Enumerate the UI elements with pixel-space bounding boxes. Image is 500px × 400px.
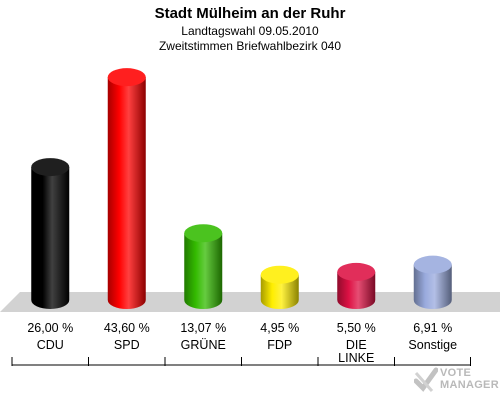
bar-spd — [107, 68, 146, 310]
value-label-gr-ne: 13,07 % — [180, 321, 226, 335]
bar-die-linke — [337, 262, 376, 309]
bar-sonstige — [413, 255, 452, 309]
value-label-fdp: 4,95 % — [260, 321, 299, 335]
category-label-fdp: FDP — [267, 338, 292, 352]
bar-top-sonstige — [413, 255, 452, 274]
logo-text-manager: MANAGER — [440, 379, 499, 391]
category-label-spd: SPD — [114, 338, 140, 352]
checkmark-logo-icon — [414, 367, 438, 392]
vote-manager-logo: VOTE MANAGER — [414, 366, 499, 396]
value-label-cdu: 26,00 % — [27, 321, 73, 335]
category-label-die-linke: LINKE — [338, 351, 374, 365]
bar-top-cdu — [31, 158, 70, 177]
value-label-sonstige: 6,91 % — [413, 321, 452, 335]
bar-top-gr-ne — [184, 224, 223, 243]
bar-top-fdp — [260, 265, 299, 284]
bar-fdp — [260, 265, 299, 309]
chart-title: Stadt Mülheim an der Ruhr — [154, 5, 346, 22]
logo-text-vote: VOTE — [440, 367, 472, 379]
value-label-die-linke: 5,50 % — [337, 321, 376, 335]
bar-top-die-linke — [337, 262, 376, 281]
category-label-gr-ne: GRÜNE — [181, 338, 226, 352]
bar-top-spd — [107, 68, 146, 87]
chart-subtitle-election: Landtagswahl 09.05.2010 — [181, 24, 319, 38]
chart-subtitle-district: Zweitstimmen Briefwahlbezirk 040 — [158, 39, 342, 53]
category-label-cdu: CDU — [37, 338, 64, 352]
value-label-spd: 43,60 % — [104, 321, 150, 335]
bar-gr-ne — [184, 224, 223, 309]
category-label-sonstige: Sonstige — [408, 338, 457, 352]
bar-cdu — [31, 158, 70, 309]
category-label-die-linke: DIE — [346, 338, 367, 352]
